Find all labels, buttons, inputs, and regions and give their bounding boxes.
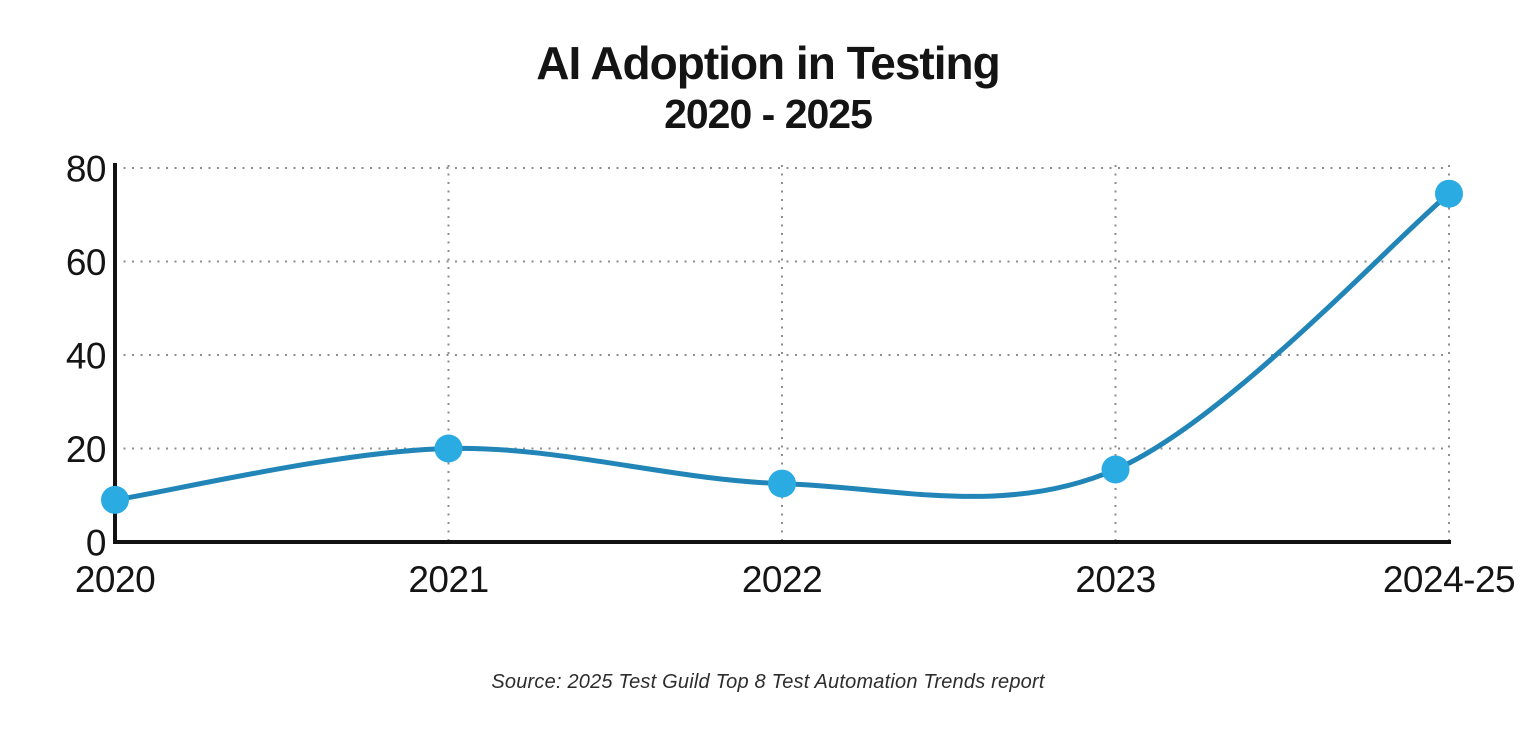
x-tick-label-2024-25: 2024-25: [1383, 559, 1515, 600]
data-point-2022: [768, 469, 796, 498]
data-point-2020: [101, 485, 129, 514]
chart-title: AI Adoption in Testing 2020 - 2025: [0, 40, 1536, 135]
data-point-2021: [434, 434, 463, 463]
x-tick-label-2022: 2022: [742, 559, 822, 600]
y-tick-label-60: 60: [66, 242, 106, 283]
y-tick-label-40: 40: [66, 336, 106, 377]
data-point-2023: [1101, 455, 1130, 484]
x-tick-label-2020: 2020: [75, 559, 155, 600]
y-tick-label-80: 80: [66, 149, 106, 190]
source-caption: Source: 2025 Test Guild Top 8 Test Autom…: [491, 671, 1045, 693]
chart-title-line1: AI Adoption in Testing: [536, 37, 1000, 89]
x-tick-label-2023: 2023: [1075, 559, 1155, 600]
x-tick-label-2021: 2021: [408, 559, 488, 600]
trend-line: [112, 191, 1452, 503]
chart-title-line2: 2020 - 2025: [664, 91, 873, 137]
data-point-2024-25: [1435, 179, 1463, 208]
y-tick-label-20: 20: [66, 429, 106, 470]
y-tick-label-0: 0: [86, 523, 106, 564]
